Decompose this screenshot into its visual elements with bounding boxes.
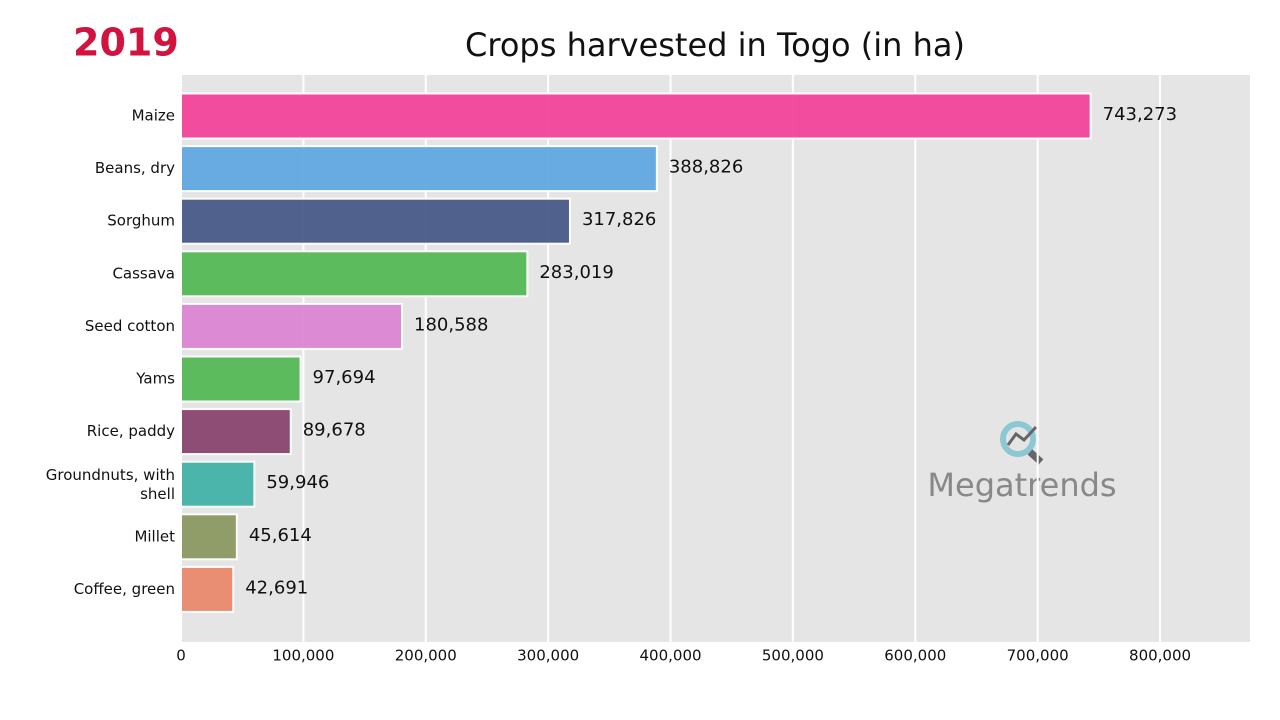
bar <box>180 513 238 561</box>
x-tick-label: 300,000 <box>517 647 579 665</box>
category-label: Millet <box>134 527 175 545</box>
value-label: 317,826 <box>582 209 656 230</box>
chart-title: Crops harvested in Togo (in ha) <box>465 26 965 64</box>
category-label: Coffee, green <box>74 580 175 598</box>
x-tick-label: 400,000 <box>640 647 702 665</box>
logo-icon <box>1000 421 1044 465</box>
bar <box>180 565 235 613</box>
x-tick-label: 100,000 <box>272 647 334 665</box>
x-tick-label: 500,000 <box>762 647 824 665</box>
watermark: Megatrends <box>927 466 1116 504</box>
x-tick-label: 200,000 <box>395 647 457 665</box>
category-label: Yams <box>135 370 175 388</box>
category-label: Cassava <box>112 264 175 282</box>
category-label: Sorghum <box>107 212 175 230</box>
value-label: 283,019 <box>539 262 613 283</box>
bar <box>180 302 404 350</box>
category-label: Beans, dry <box>95 159 175 177</box>
value-label: 45,614 <box>249 525 312 546</box>
value-label: 89,678 <box>303 420 366 441</box>
category-label: Groundnuts, with shell <box>46 466 175 503</box>
category-label: Seed cotton <box>85 317 175 335</box>
category-label: Rice, paddy <box>87 422 175 440</box>
bar <box>180 355 302 403</box>
value-label: 59,946 <box>266 472 329 493</box>
value-label: 743,273 <box>1103 104 1177 125</box>
category-label: Maize <box>132 107 175 125</box>
value-label: 97,694 <box>313 367 376 388</box>
x-tick-label: 0 <box>176 647 186 665</box>
x-tick-label: 800,000 <box>1129 647 1191 665</box>
bar <box>180 408 292 456</box>
year-label: 2019 <box>73 21 179 65</box>
bar <box>180 460 256 508</box>
x-tick-label: 600,000 <box>884 647 946 665</box>
bar <box>180 250 529 298</box>
value-label: 180,588 <box>414 314 488 335</box>
bar <box>180 92 1092 140</box>
bar <box>180 145 658 193</box>
value-label: 388,826 <box>669 157 743 178</box>
bar <box>180 197 571 245</box>
value-label: 42,691 <box>245 577 308 598</box>
x-tick-label: 700,000 <box>1007 647 1069 665</box>
